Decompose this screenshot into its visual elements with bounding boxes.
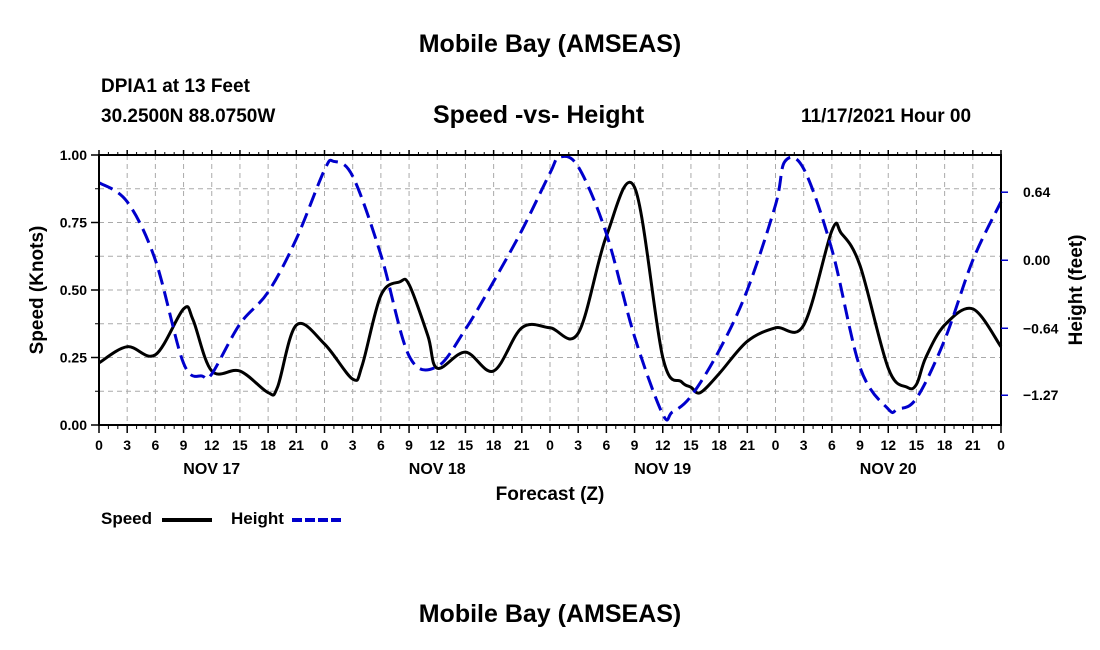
x-tick-label: 12 bbox=[429, 437, 445, 453]
x-tick-label: 0 bbox=[546, 437, 554, 453]
x-tick-label: 0 bbox=[95, 437, 103, 453]
x-tick-label: 18 bbox=[486, 437, 502, 453]
chart-subtitle: Speed -vs- Height bbox=[433, 101, 645, 129]
x-tick-label: 12 bbox=[655, 437, 671, 453]
x-tick-label: 15 bbox=[683, 437, 699, 453]
x-tick-label: 6 bbox=[151, 437, 159, 453]
x-axis-label: Forecast (Z) bbox=[496, 484, 605, 505]
height-series-line bbox=[98, 154, 1003, 422]
forecast-run-time: 11/17/2021 Hour 00 bbox=[801, 106, 972, 127]
x-tick-label: 15 bbox=[458, 437, 474, 453]
y-tick-label: 0.75 bbox=[60, 215, 87, 231]
x-tick-label: 21 bbox=[965, 437, 981, 453]
x-tick-label: 21 bbox=[289, 437, 305, 453]
x-tick-label: 12 bbox=[880, 437, 896, 453]
speed-series-line bbox=[98, 180, 1003, 397]
x-tick-label: 0 bbox=[772, 437, 780, 453]
y-axis-label: Speed (Knots) bbox=[27, 226, 48, 355]
x-tick-label: 6 bbox=[828, 437, 836, 453]
y-tick-label: 0.00 bbox=[60, 417, 87, 433]
x-tick-label: 18 bbox=[711, 437, 727, 453]
day-label: NOV 18 bbox=[409, 461, 466, 478]
x-tick-label: 3 bbox=[123, 437, 131, 453]
x-tick-label: 21 bbox=[740, 437, 756, 453]
x-tick-label: 0 bbox=[321, 437, 329, 453]
x-tick-label: 9 bbox=[405, 437, 413, 453]
station-label: DPIA1 at 13 Feet bbox=[101, 76, 250, 97]
y2-tick-label: −1.27 bbox=[1023, 387, 1059, 403]
day-label: NOV 20 bbox=[860, 461, 917, 478]
bottom-title: Mobile Bay (AMSEAS) bbox=[418, 600, 682, 628]
y2-tick-label: 0.64 bbox=[1023, 184, 1050, 200]
y2-axis-label: Height (feet) bbox=[1066, 235, 1087, 346]
y2-tick-label: 0.00 bbox=[1023, 252, 1050, 268]
x-tick-label: 9 bbox=[180, 437, 188, 453]
ticks bbox=[91, 150, 1008, 433]
x-tick-label: 12 bbox=[204, 437, 220, 453]
x-tick-label: 3 bbox=[349, 437, 357, 453]
y-tick-label: 1.00 bbox=[60, 147, 87, 163]
x-tick-label: 9 bbox=[631, 437, 639, 453]
x-tick-label: 6 bbox=[602, 437, 610, 453]
legend-speed-label: Speed bbox=[101, 509, 153, 528]
x-tick-label: 0 bbox=[997, 437, 1005, 453]
y-tick-label: 0.25 bbox=[60, 350, 87, 366]
x-tick-label: 6 bbox=[377, 437, 385, 453]
x-tick-label: 15 bbox=[909, 437, 925, 453]
x-tick-label: 3 bbox=[800, 437, 808, 453]
station-coordinates: 30.2500N 88.0750W bbox=[101, 106, 276, 127]
x-tick-label: 18 bbox=[260, 437, 276, 453]
x-tick-label: 15 bbox=[232, 437, 248, 453]
main-title: Mobile Bay (AMSEAS) bbox=[418, 30, 682, 58]
x-tick-label: 9 bbox=[856, 437, 864, 453]
day-label: NOV 17 bbox=[183, 461, 240, 478]
legend-height-label: Height bbox=[231, 509, 284, 528]
x-tick-label: 3 bbox=[574, 437, 582, 453]
series-layer bbox=[98, 154, 1003, 422]
day-label: NOV 19 bbox=[634, 461, 691, 478]
x-tick-label: 18 bbox=[937, 437, 953, 453]
tick-labels: 0 3 6 9 12 15 18 21 0 3 6 9 12 15 18 21 0 3 6 9 12 15 18 21 0 3 6 9… bbox=[27, 147, 1087, 505]
y2-tick-label: −0.64 bbox=[1023, 320, 1059, 336]
y-tick-label: 0.50 bbox=[60, 282, 87, 298]
x-tick-label: 21 bbox=[514, 437, 530, 453]
